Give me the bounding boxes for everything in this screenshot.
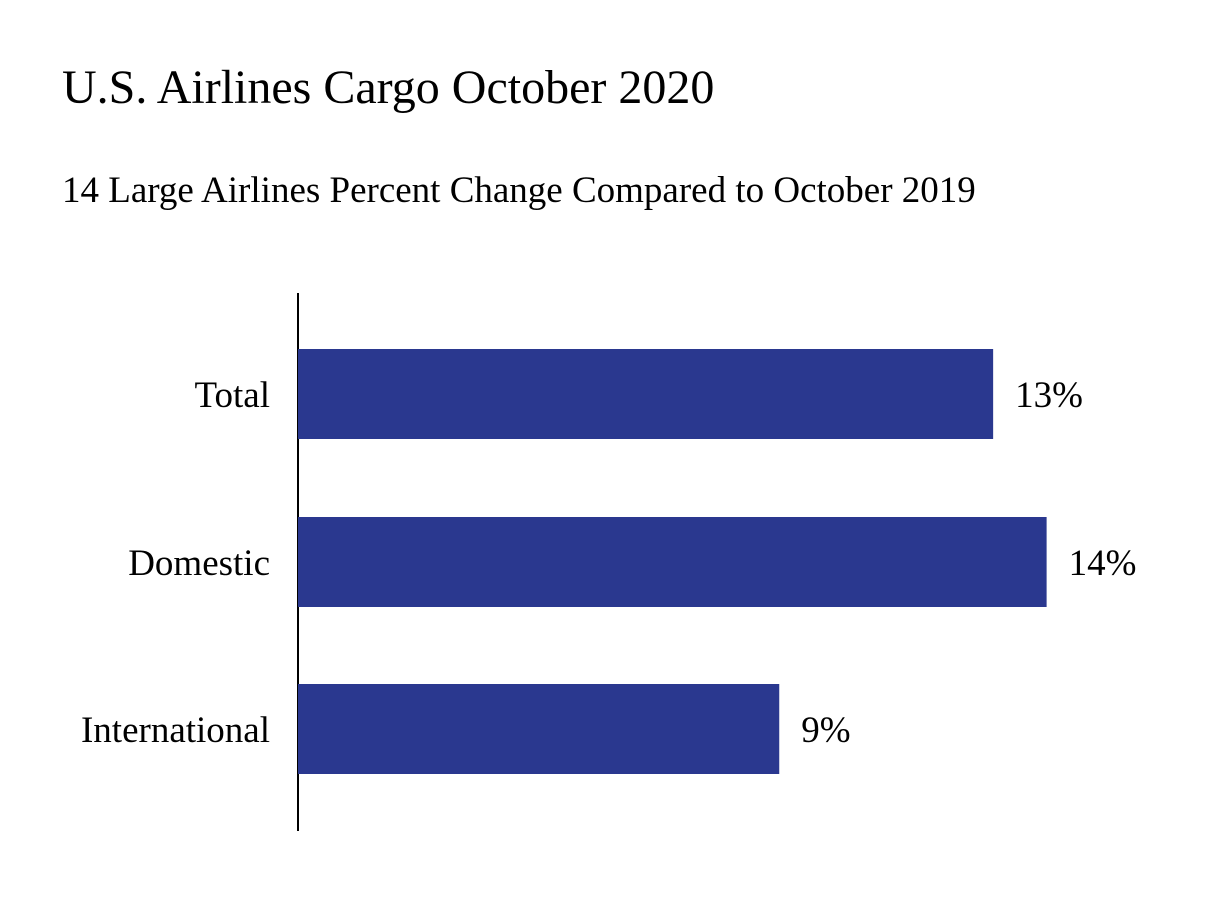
data-label-domestic: 14% xyxy=(1069,543,1137,584)
category-label-domestic: Domestic xyxy=(128,543,270,584)
category-label-total: Total xyxy=(195,375,271,416)
chart-subtitle: 14 Large Airlines Percent Change Compare… xyxy=(62,170,976,211)
bar-total xyxy=(298,349,994,439)
chart-title: U.S. Airlines Cargo October 2020 xyxy=(62,61,715,114)
category-label-international: International xyxy=(81,710,270,751)
bar-international xyxy=(298,684,780,774)
data-label-total: 13% xyxy=(1015,375,1083,416)
data-label-international: 9% xyxy=(801,710,850,751)
bar-domestic xyxy=(298,517,1047,607)
bars-layer: Total 13% Domestic 14% International 9% xyxy=(81,349,1136,774)
